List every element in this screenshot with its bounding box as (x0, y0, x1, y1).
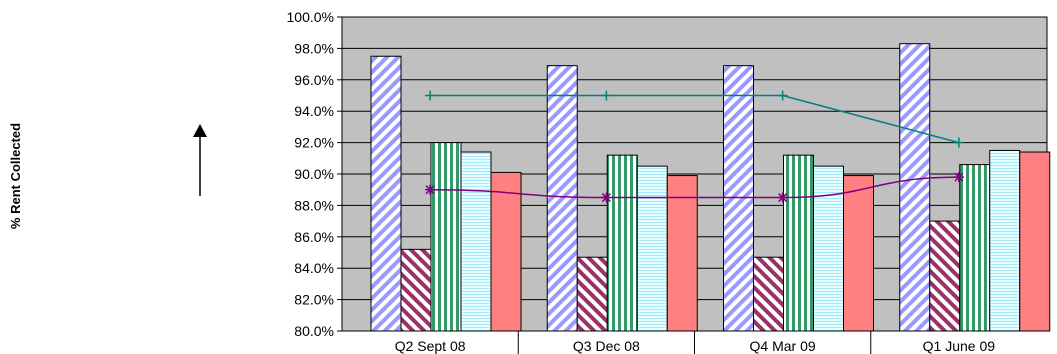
bar (460, 151, 492, 332)
up-arrow-icon (193, 124, 207, 196)
series-line (430, 94, 960, 144)
y-tick-label: 88.0% (294, 197, 334, 213)
y-axis-ticks: 80.0% 82.0% 84.0% 86.0% 88.0% 90.0% 92.0% 94.0%… (287, 9, 342, 339)
y-tick-label: 80.0% (294, 323, 334, 339)
bar (546, 65, 578, 332)
x-category-label: Q2 Sept 08 (395, 338, 466, 354)
x-category-label: Q4 Mar 09 (750, 338, 816, 354)
bar (813, 165, 844, 332)
line-marker (425, 90, 436, 101)
y-tick-label: 100.0% (287, 9, 334, 25)
bar (1019, 151, 1051, 332)
bar (723, 65, 754, 332)
line-marker (953, 172, 964, 183)
bar (576, 256, 608, 332)
y-axis-label: % Rent Collected (8, 123, 23, 229)
line-marker (601, 192, 612, 203)
series-line (430, 176, 959, 199)
bars (370, 43, 1051, 332)
bar (606, 154, 638, 332)
line-marker (953, 137, 964, 148)
y-tick-label: 84.0% (294, 260, 334, 276)
line-marker (777, 90, 788, 101)
line-marker (777, 192, 788, 203)
bar (666, 175, 698, 332)
y-tick-label: 96.0% (294, 72, 334, 88)
bar (430, 142, 462, 332)
bar (783, 154, 814, 332)
bar (843, 175, 874, 332)
y-tick-label: 82.0% (294, 292, 334, 308)
y-tick-label: 98.0% (294, 40, 334, 56)
bar (929, 220, 961, 332)
bar (959, 164, 991, 332)
bar (899, 43, 931, 332)
bar (400, 248, 432, 332)
bar (636, 165, 668, 332)
y-tick-label: 90.0% (294, 166, 334, 182)
y-tick-label: 92.0% (294, 135, 334, 151)
y-tick-label: 86.0% (294, 229, 334, 245)
bar (753, 256, 784, 332)
x-category-label: Q1 June 09 (923, 338, 996, 354)
lines (425, 90, 964, 203)
bar (370, 55, 402, 332)
x-category-label: Q3 Dec 08 (573, 338, 640, 354)
line-marker (425, 184, 436, 195)
line-marker (601, 90, 612, 101)
x-axis-categories: Q2 Sept 08 Q3 Dec 08 Q4 Mar 09 Q1 June 09 (395, 331, 996, 354)
y-tick-label: 94.0% (294, 103, 334, 119)
bar (490, 171, 522, 332)
bar (989, 149, 1021, 332)
